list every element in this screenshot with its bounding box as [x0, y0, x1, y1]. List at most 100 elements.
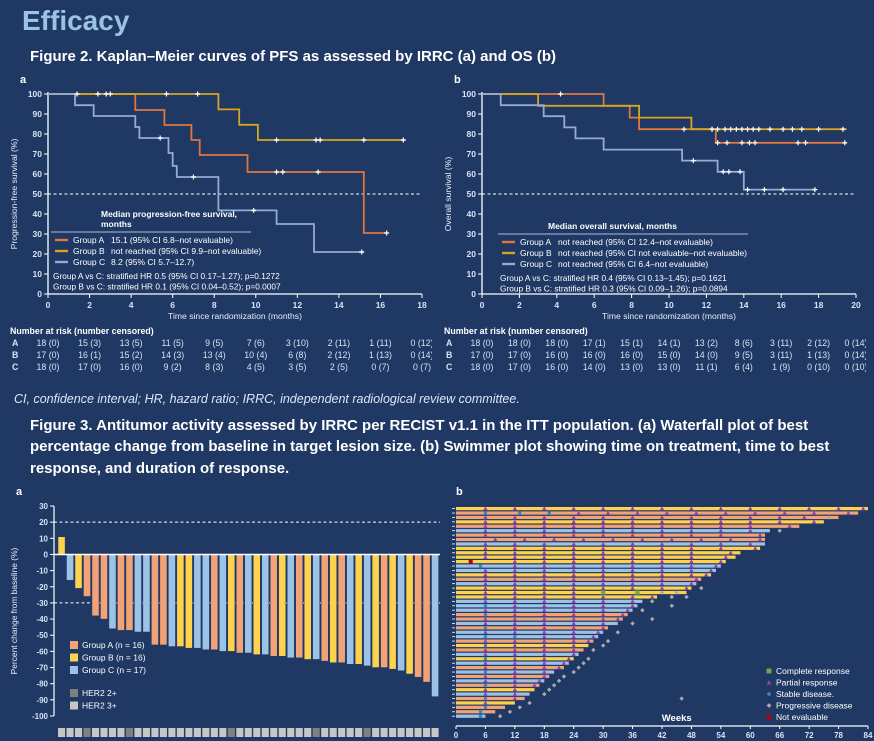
- figure3-charts-row: a 30 20 10 0 -10 -20 -30 -40 -50 -60 -70 -80 -90 -100…: [0, 482, 874, 741]
- svg-text:4: 4: [554, 300, 559, 310]
- svg-text:50: 50: [467, 189, 477, 199]
- waterfall-panel: a 30 20 10 0 -10 -20 -30 -40 -50 -60 -70 -80 -90 -100…: [8, 482, 444, 741]
- swimmer-panel-letter: b: [456, 485, 463, 498]
- svg-text:30: 30: [599, 731, 608, 740]
- svg-text:20: 20: [39, 518, 48, 527]
- svg-text:18 (0): 18 (0): [545, 338, 568, 348]
- svg-text:15 (1): 15 (1): [620, 338, 643, 348]
- svg-text:-20: -20: [36, 583, 48, 592]
- svg-text:0: 0: [480, 300, 485, 310]
- svg-text:2 (12): 2 (12): [807, 338, 830, 348]
- svg-text:Stable disease.: Stable disease.: [776, 689, 834, 699]
- svg-text:2: 2: [87, 300, 92, 310]
- svg-text:10: 10: [33, 269, 43, 279]
- svg-text:16 (1): 16 (1): [78, 350, 101, 360]
- svg-text:Group B (n = 16): Group B (n = 16): [82, 652, 146, 662]
- svg-text:84: 84: [864, 731, 873, 740]
- svg-text:9 (5): 9 (5): [205, 338, 223, 348]
- svg-text:8 (6): 8 (6): [735, 338, 753, 348]
- svg-text:6: 6: [170, 300, 175, 310]
- svg-text:2 (5): 2 (5): [330, 362, 348, 372]
- svg-text:30: 30: [33, 229, 43, 239]
- svg-text:12: 12: [510, 731, 519, 740]
- svg-text:-70: -70: [36, 663, 48, 672]
- svg-text:-60: -60: [36, 647, 48, 656]
- svg-text:Progression-free survival (%): Progression-free survival (%): [9, 138, 19, 249]
- svg-text:-30: -30: [36, 599, 48, 608]
- svg-text:not reached (95% CI 12.4–not e: not reached (95% CI 12.4–not evaluable): [558, 237, 713, 247]
- svg-text:20: 20: [467, 249, 477, 259]
- svg-text:60: 60: [467, 169, 477, 179]
- svg-text:6 (8): 6 (8): [288, 350, 306, 360]
- svg-text:Group A vs C: stratified HR 0.: Group A vs C: stratified HR 0.4 (95% CI …: [500, 273, 727, 283]
- svg-text:A: A: [12, 338, 19, 348]
- svg-text:18 (0): 18 (0): [471, 362, 494, 372]
- svg-text:15 (2): 15 (2): [120, 350, 143, 360]
- svg-text:20: 20: [33, 249, 43, 259]
- svg-text:Group A: Group A: [520, 237, 552, 247]
- svg-text:13 (4): 13 (4): [203, 350, 226, 360]
- svg-text:C: C: [446, 362, 453, 372]
- svg-text:not reached (95% CI 9.9–not ev: not reached (95% CI 9.9–not evaluable): [111, 246, 261, 256]
- svg-text:not reached (95% CI 6.4–not ev: not reached (95% CI 6.4–not evaluable): [558, 259, 708, 269]
- svg-text:17 (0): 17 (0): [37, 350, 60, 360]
- svg-text:3 (11): 3 (11): [770, 338, 792, 348]
- svg-text:48: 48: [687, 731, 696, 740]
- svg-text:15 (0): 15 (0): [658, 350, 681, 360]
- svg-text:80: 80: [467, 129, 477, 139]
- svg-text:10: 10: [467, 269, 477, 279]
- waterfall-panel-letter: a: [16, 485, 23, 498]
- svg-text:0 (10): 0 (10): [807, 362, 830, 372]
- waterfall-chart: 30 20 10 0 -10 -20 -30 -40 -50 -60 -70 -80 -90 -100 Pe…: [9, 502, 440, 737]
- svg-text:7 (6): 7 (6): [247, 338, 265, 348]
- svg-text:24: 24: [569, 731, 578, 740]
- figure2-caption: Figure 2. Kaplan–Meier curves of PFS as …: [30, 47, 556, 65]
- svg-text:-100: -100: [32, 712, 49, 721]
- svg-text:0: 0: [454, 731, 459, 740]
- svg-text:6: 6: [483, 731, 488, 740]
- svg-text:1 (11): 1 (11): [369, 338, 391, 348]
- svg-text:4 (5): 4 (5): [247, 362, 265, 372]
- svg-text:18 (0): 18 (0): [471, 338, 494, 348]
- svg-text:1 (13): 1 (13): [807, 350, 830, 360]
- os-panel-letter: b: [454, 73, 461, 86]
- svg-text:0: 0: [46, 300, 51, 310]
- svg-text:B: B: [446, 350, 452, 360]
- svg-text:A: A: [446, 338, 453, 348]
- svg-text:0 (14): 0 (14): [845, 338, 866, 348]
- svg-text:Median progression-free surviv: Median progression-free survival,: [101, 209, 237, 219]
- svg-text:Group B: Group B: [73, 246, 105, 256]
- svg-text:10: 10: [39, 534, 48, 543]
- svg-text:14 (1): 14 (1): [658, 338, 681, 348]
- svg-text:90: 90: [467, 109, 477, 119]
- svg-text:0 (14): 0 (14): [845, 350, 866, 360]
- svg-text:16 (0): 16 (0): [120, 362, 143, 372]
- svg-text:Group A vs C: stratified HR 0.: Group A vs C: stratified HR 0.5 (95% CI …: [53, 271, 280, 281]
- svg-text:2 (12): 2 (12): [327, 350, 350, 360]
- os-panel: b 0 10 20 30 40 50 60 70 80 90 100 0 2 4 6 8 10 12 14 16 18 2…: [442, 70, 866, 388]
- svg-text:0: 0: [471, 289, 476, 299]
- svg-text:20: 20: [851, 300, 861, 310]
- svg-text:3 (10): 3 (10): [286, 338, 309, 348]
- figure2-footnote: CI, confidence interval; HR, hazard rati…: [14, 391, 520, 406]
- svg-text:Time since randomization (mont: Time since randomization (months): [168, 311, 302, 321]
- svg-text:not reached (95% CI not evalua: not reached (95% CI not evaluable–not ev…: [558, 248, 747, 258]
- svg-text:18 (0): 18 (0): [37, 338, 60, 348]
- svg-text:78: 78: [834, 731, 843, 740]
- svg-text:40: 40: [33, 209, 43, 219]
- svg-text:C: C: [12, 362, 19, 372]
- svg-text:Median overall survival, month: Median overall survival, months: [548, 221, 677, 231]
- svg-text:Progressive disease: Progressive disease: [776, 700, 853, 710]
- svg-text:3 (5): 3 (5): [288, 362, 306, 372]
- svg-text:Partial response: Partial response: [776, 677, 838, 687]
- svg-text:15.1 (95% CI 6.8–not evaluable: 15.1 (95% CI 6.8–not evaluable): [111, 235, 233, 245]
- svg-text:9 (5): 9 (5): [735, 350, 753, 360]
- svg-text:14: 14: [739, 300, 749, 310]
- svg-text:0 (7): 0 (7): [413, 362, 431, 372]
- svg-text:3 (11): 3 (11): [770, 350, 792, 360]
- svg-text:13 (0): 13 (0): [620, 362, 643, 372]
- svg-text:-80: -80: [36, 679, 48, 688]
- swimmer-chart: 0 6 12 18 24 30 36 42 48 54 60 66 72 78 84 Weeks Complet…: [452, 506, 873, 740]
- svg-text:2 (11): 2 (11): [328, 338, 350, 348]
